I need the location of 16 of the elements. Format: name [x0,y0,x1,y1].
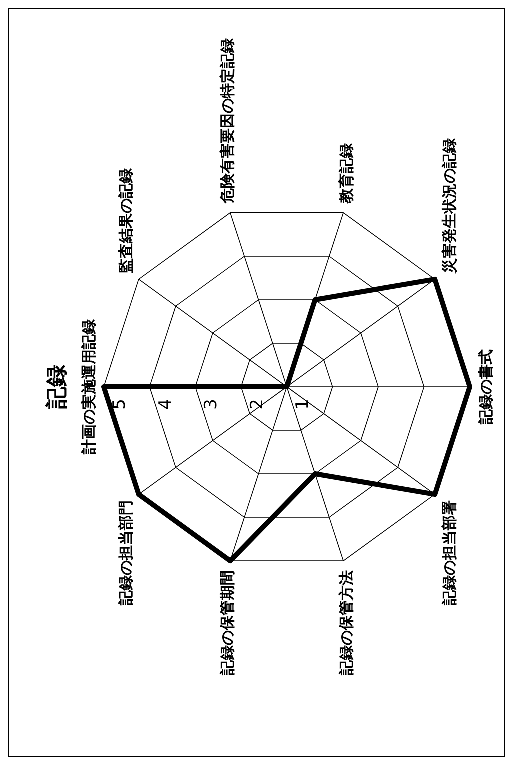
y-tick-label: 2 [247,399,268,410]
y-tick-label: 1 [293,399,313,410]
y-tick-label: 4 [156,399,176,410]
spoke-label: 教育記録 [338,143,356,204]
spoke-label: 災害発生状況の記録 [440,138,458,275]
spoke-label: 監査結果の記録 [116,168,135,274]
spoke-label: 記録の担当部署 [440,500,458,606]
spoke-label: 危険有害要因の特定記録 [218,38,236,204]
y-tick-label: 5 [110,399,130,410]
spoke-label: 記録の書式 [477,350,496,426]
y-tick-label: 3 [202,399,222,410]
spoke-label: 記録の保管期間 [218,570,236,677]
text: 記録 [45,365,70,410]
spoke-label: 記録の担当部門 [116,500,135,606]
spoke-label: 計画の実施運用記録 [80,320,98,456]
spoke-label: 記録の保管方法 [338,570,356,677]
